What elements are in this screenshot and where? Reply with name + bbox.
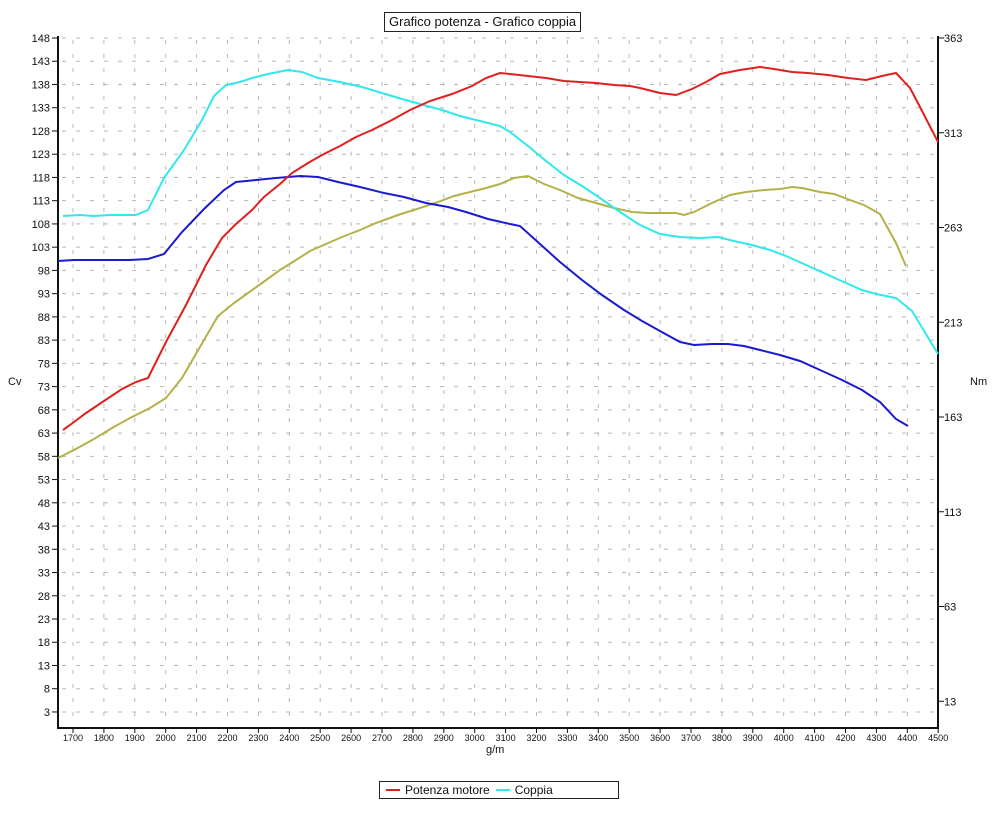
y-right-axis-label: Nm [970,376,988,388]
chart-legend: Potenza motore Coppia [379,781,619,799]
svg-text:3600: 3600 [650,733,670,743]
svg-text:83: 83 [38,335,50,347]
svg-text:2800: 2800 [403,733,423,743]
x-axis-label: g/m [486,744,505,756]
legend-label: Coppia [514,783,553,797]
svg-text:2200: 2200 [217,733,237,743]
svg-text:18: 18 [38,637,50,649]
svg-text:58: 58 [38,451,50,463]
svg-text:4100: 4100 [805,733,825,743]
y-left-axis-label: Cv [8,376,22,388]
svg-text:53: 53 [38,475,50,487]
left-axis-ticks: 1481431381331281231181131081039893888378… [32,33,58,719]
svg-text:88: 88 [38,312,50,324]
svg-text:128: 128 [32,126,50,138]
x-axis-ticks: 1700 1800 1900 2000 2100 2200 2300 2400 2500 2600… [63,728,948,743]
svg-text:138: 138 [32,79,50,91]
svg-text:13: 13 [944,696,956,708]
svg-text:3800: 3800 [712,733,732,743]
svg-text:1800: 1800 [94,733,114,743]
svg-text:3: 3 [44,707,50,719]
svg-text:3300: 3300 [557,733,577,743]
svg-text:1700: 1700 [63,733,83,743]
svg-text:38: 38 [38,544,50,556]
series-potenza-2-line [57,174,907,459]
svg-text:2900: 2900 [434,733,454,743]
svg-text:78: 78 [38,358,50,370]
grid-lines-vertical [72,40,908,726]
svg-text:263: 263 [944,223,962,235]
svg-text:33: 33 [38,568,50,580]
svg-text:103: 103 [32,242,50,254]
svg-text:3500: 3500 [619,733,639,743]
legend-swatch-cyan [495,789,510,791]
svg-text:63: 63 [38,428,50,440]
svg-text:2500: 2500 [310,733,330,743]
svg-text:3200: 3200 [526,733,546,743]
legend-swatch-red [386,789,400,791]
svg-text:13: 13 [38,660,50,672]
svg-text:2400: 2400 [279,733,299,743]
svg-text:118: 118 [32,172,50,184]
series-potenza-motore-line [62,65,939,431]
svg-text:3700: 3700 [681,733,701,743]
svg-text:123: 123 [32,149,50,161]
svg-text:23: 23 [38,614,50,626]
svg-text:113: 113 [944,507,962,519]
grid-lines [62,37,936,713]
svg-text:2100: 2100 [187,733,207,743]
svg-text:93: 93 [38,289,50,301]
svg-text:98: 98 [38,265,50,277]
svg-text:213: 213 [944,317,962,329]
svg-text:4000: 4000 [774,733,794,743]
legend-label: Potenza motore [405,783,490,797]
svg-text:2600: 2600 [341,733,361,743]
svg-text:4200: 4200 [835,733,855,743]
svg-text:73: 73 [38,382,50,394]
svg-text:3400: 3400 [588,733,608,743]
svg-text:133: 133 [32,103,50,115]
svg-text:313: 313 [944,128,962,140]
svg-text:43: 43 [38,521,50,533]
svg-text:108: 108 [32,219,50,231]
svg-text:2700: 2700 [372,733,392,743]
series-coppia-line [62,68,939,355]
svg-text:148: 148 [32,33,50,45]
right-axis-ticks: 363 313 263 213 163 113 63 13 [938,33,962,708]
svg-text:1900: 1900 [125,733,145,743]
svg-text:163: 163 [944,412,962,424]
svg-text:363: 363 [944,33,962,45]
series-coppia-2-line [57,174,909,427]
svg-text:3000: 3000 [465,733,485,743]
legend-item-potenza-motore: Potenza motore [386,781,490,799]
chart-title: Grafico potenza - Grafico coppia [384,12,582,32]
svg-text:143: 143 [32,56,50,68]
svg-text:63: 63 [944,602,956,614]
svg-text:3900: 3900 [743,733,763,743]
svg-text:4500: 4500 [928,733,948,743]
svg-text:4300: 4300 [866,733,886,743]
svg-text:113: 113 [32,196,50,208]
svg-text:4400: 4400 [897,733,917,743]
svg-text:68: 68 [38,405,50,417]
svg-text:2000: 2000 [156,733,176,743]
svg-text:3100: 3100 [496,733,516,743]
svg-text:2300: 2300 [248,733,268,743]
legend-item-coppia: Coppia [495,781,553,799]
svg-text:28: 28 [38,591,50,603]
svg-text:8: 8 [44,684,50,696]
svg-text:48: 48 [38,498,50,510]
